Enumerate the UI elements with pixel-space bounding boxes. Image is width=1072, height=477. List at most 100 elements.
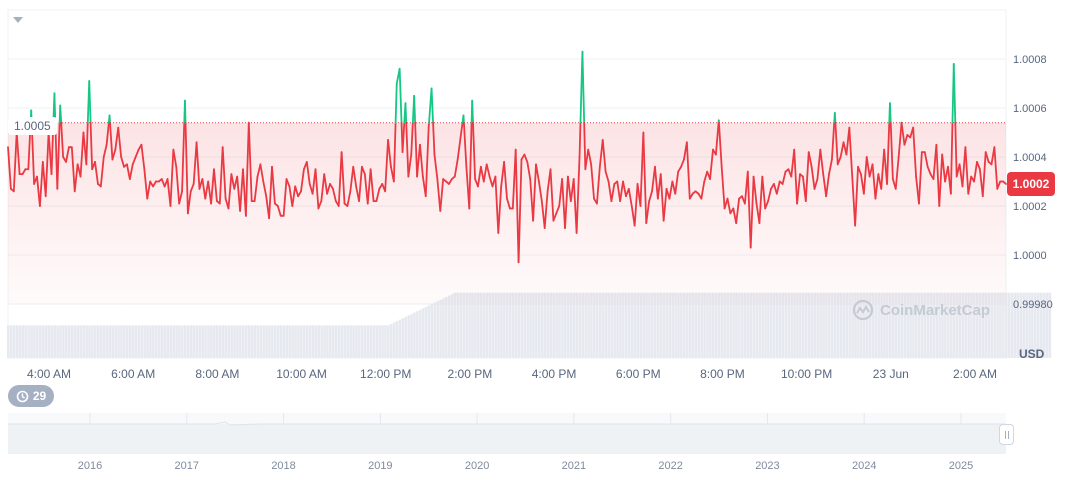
price-segment — [590, 163, 595, 200]
price-segment — [816, 148, 822, 180]
history-button[interactable]: 29 — [8, 385, 54, 407]
price-segment — [746, 170, 752, 249]
price-segment — [583, 121, 587, 171]
price-segment — [871, 163, 877, 200]
price-segment — [305, 160, 311, 185]
price-segment — [244, 121, 250, 217]
volume-bar — [703, 292, 706, 358]
volume-bar — [433, 302, 437, 358]
navigator-year-label: 2016 — [78, 460, 102, 472]
volume-bar — [767, 292, 770, 358]
volume-bar — [407, 315, 410, 358]
volume-bar — [822, 292, 825, 358]
volume-bar — [558, 292, 561, 358]
volume-bar — [616, 292, 619, 358]
volume-bar — [590, 292, 593, 358]
volume-bar — [935, 292, 938, 358]
price-segment — [564, 175, 569, 229]
volume-bar — [848, 292, 851, 358]
price-segment — [494, 175, 500, 234]
price-segment — [584, 148, 590, 171]
price-segment — [718, 121, 723, 168]
volume-bar — [1016, 292, 1020, 358]
price-segment — [352, 165, 358, 188]
price-segment — [131, 156, 137, 166]
volume-bar — [244, 325, 248, 358]
volume-bar — [680, 292, 683, 358]
price-segment — [714, 121, 720, 156]
volume-bar — [96, 325, 100, 358]
volume-bar — [984, 292, 988, 358]
volume-bar — [256, 325, 260, 358]
price-segment — [726, 197, 732, 215]
volume-bar — [764, 292, 767, 358]
price-segment — [506, 197, 511, 210]
volume-bar — [1025, 292, 1028, 358]
navigator-year-label: 2023 — [755, 460, 779, 472]
price-segment — [549, 168, 555, 222]
price-segment — [105, 121, 110, 146]
price-segment — [535, 163, 540, 183]
price-segment — [700, 180, 706, 200]
price-segment — [897, 121, 903, 158]
price-segment — [361, 165, 366, 176]
volume-bar — [958, 292, 962, 358]
volume-bar — [549, 292, 553, 358]
price-segment — [807, 151, 813, 168]
watermark-text: CoinMarketCap — [880, 301, 991, 319]
price-segment — [337, 151, 343, 207]
price-segment — [857, 165, 862, 176]
price-segment — [648, 190, 653, 203]
price-segment — [622, 180, 627, 198]
volume-bar — [975, 292, 979, 358]
price-segment — [21, 168, 27, 176]
price-segment — [659, 173, 665, 222]
price-segment — [976, 160, 981, 171]
volume-bar — [398, 319, 402, 358]
volume-bar — [778, 292, 782, 358]
volume-bar — [915, 292, 918, 358]
volume-bar — [33, 325, 36, 358]
volume-bar — [999, 292, 1002, 358]
price-segment — [839, 141, 845, 158]
volume-bar — [888, 292, 892, 358]
volume-bar — [375, 325, 379, 358]
volume-bar — [424, 306, 428, 358]
price-segment — [918, 151, 923, 205]
volume-bar — [192, 325, 196, 358]
price-segment — [993, 146, 999, 190]
price-segment — [517, 158, 523, 264]
volume-bar — [172, 325, 175, 358]
volume-bar — [656, 292, 660, 358]
volume-bar — [349, 325, 352, 358]
volume-bar — [482, 292, 486, 358]
volume-bar — [479, 292, 483, 358]
volume-bar — [250, 325, 254, 358]
volume-bar — [624, 292, 628, 358]
volume-bar — [807, 292, 811, 358]
volume-bar — [401, 318, 405, 358]
range-handle-icon[interactable] — [999, 424, 1014, 445]
volume-bar — [30, 325, 33, 358]
price-segment — [935, 143, 941, 207]
x-tick-label: 10:00 PM — [781, 367, 832, 381]
price-segment — [749, 175, 755, 249]
volume-bar — [262, 325, 265, 358]
price-segment — [276, 205, 282, 217]
volume-bar — [7, 325, 10, 358]
volume-bar — [682, 292, 686, 358]
price-segment — [410, 121, 414, 156]
price-segment — [543, 190, 549, 229]
price-segment — [230, 173, 236, 190]
price-segment — [685, 141, 691, 200]
volume-bar — [845, 292, 849, 358]
price-segment — [416, 143, 421, 178]
y-axis-labels: 1.0008 1.0006 1.0004 1.0002 1.0000 0.99980 — [1013, 54, 1053, 311]
price-segment — [503, 160, 508, 200]
price-segment — [793, 148, 799, 205]
price-segment — [117, 126, 123, 158]
navigator-year-label: 2017 — [175, 460, 199, 472]
volume-bar — [395, 321, 399, 358]
volume-bar — [520, 292, 524, 358]
